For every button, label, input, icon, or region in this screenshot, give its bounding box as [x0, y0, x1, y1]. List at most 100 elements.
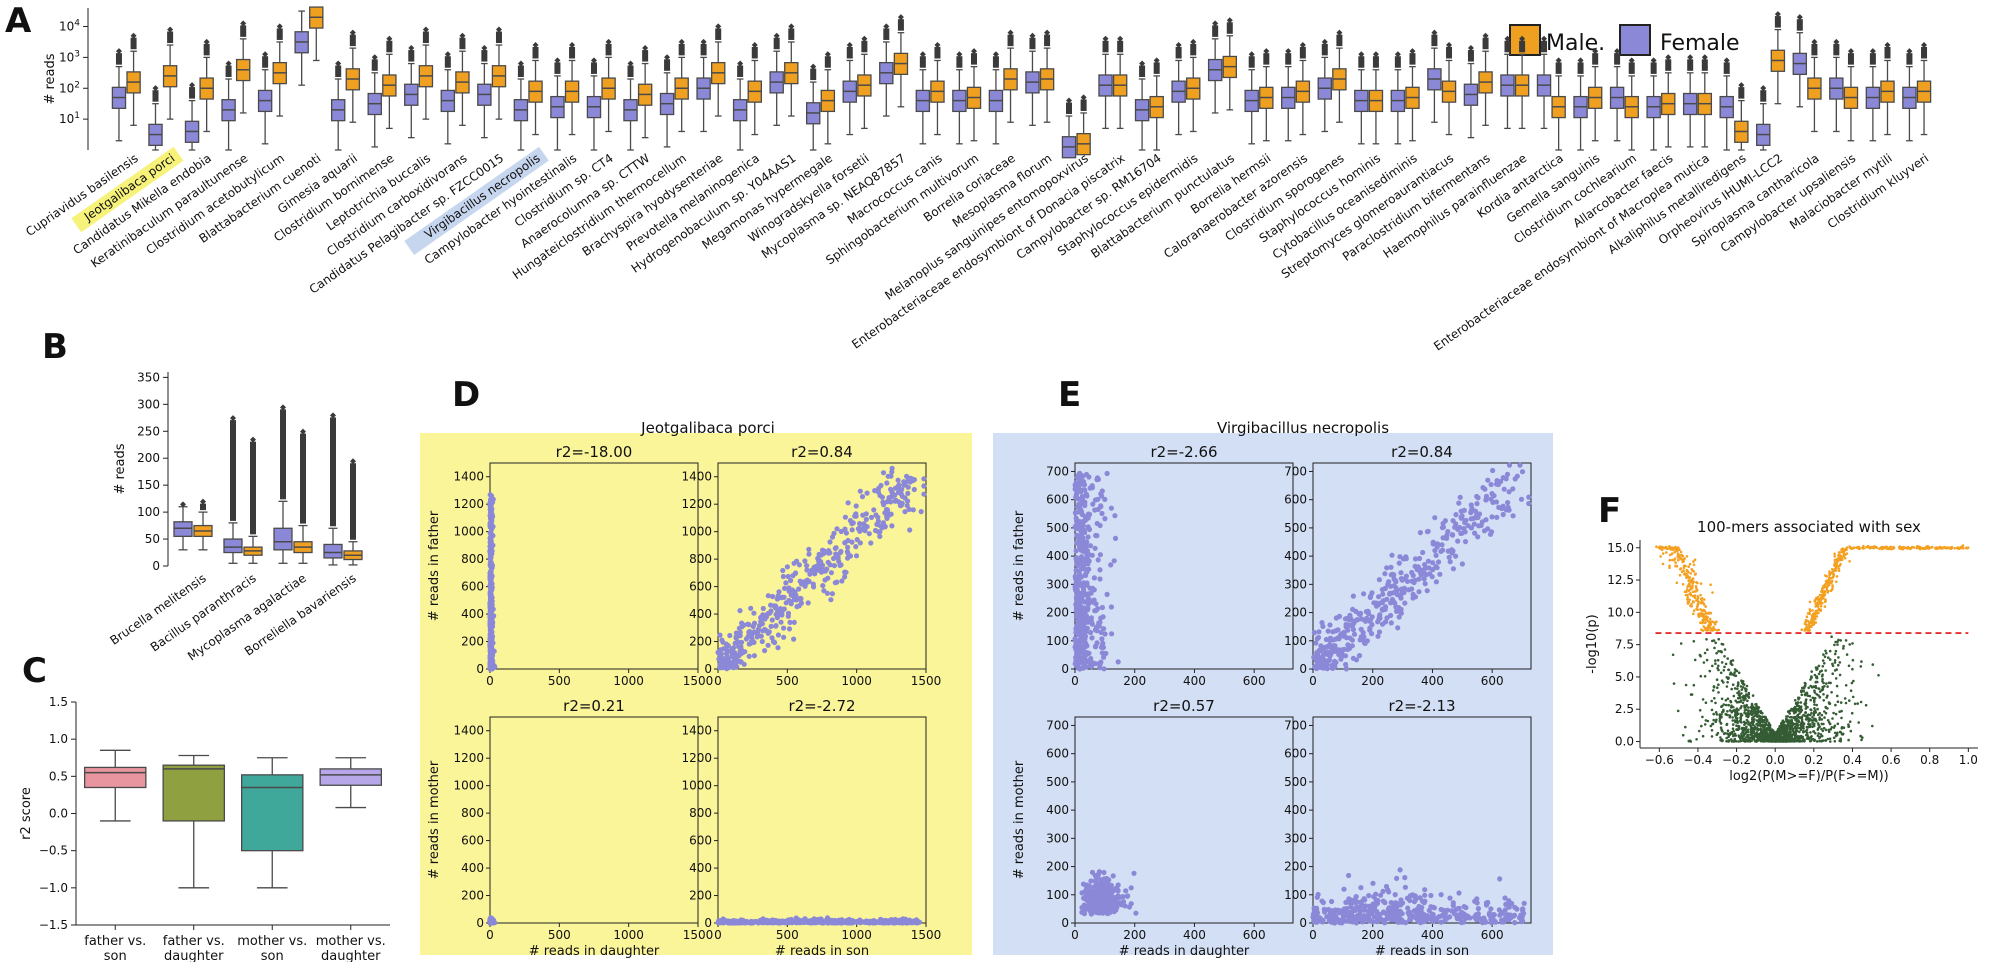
- e-point: [1073, 613, 1079, 620]
- e-point: [1504, 901, 1510, 907]
- d-point: [822, 577, 828, 583]
- e-point: [1073, 515, 1079, 521]
- d-subplot-title: r2=0.84: [791, 443, 853, 461]
- b-y-tick-label: 150: [137, 478, 160, 492]
- a-female-outlier-top: [919, 51, 926, 58]
- f-point-ns: [1842, 647, 1845, 650]
- e-point: [1101, 666, 1107, 672]
- a-male-outlier-top: [1446, 41, 1453, 48]
- a-male-outlier-stack: [1628, 62, 1635, 74]
- a-female-outlier-top: [152, 85, 159, 92]
- d-point: [768, 623, 774, 630]
- d-point: [831, 530, 837, 537]
- d-point: [764, 918, 770, 924]
- d-point: [723, 641, 730, 647]
- f-point-ns: [1722, 669, 1726, 672]
- a-female-outlier-top: [115, 48, 122, 55]
- a-male-outlier-stack: [1701, 59, 1708, 71]
- e-point: [1380, 898, 1386, 904]
- d-subplot: r2=-18.00 0 200 400 600 800 1000 1200 1400 0 500 10…: [427, 443, 713, 688]
- a-y-label: # reads: [43, 53, 58, 104]
- d-point: [905, 484, 911, 490]
- d-point: [871, 507, 877, 513]
- a-female-outlier-top: [1796, 14, 1803, 21]
- d-point: [833, 551, 839, 557]
- a-male-outlier-top: [1409, 48, 1416, 55]
- e-point: [1440, 913, 1446, 919]
- d-point: [849, 527, 855, 533]
- a-male-outlier-top: [495, 26, 502, 33]
- a-male-outlier-stack: [788, 28, 795, 40]
- a-male-outlier-top: [1117, 35, 1124, 42]
- e-point: [1327, 622, 1333, 628]
- e-point: [1313, 640, 1319, 646]
- a-female-outlier-stack: [225, 65, 232, 77]
- a-male-outlier-stack: [605, 43, 612, 56]
- e-point: [1087, 585, 1093, 591]
- e-point: [1350, 916, 1356, 922]
- d-point: [884, 499, 890, 505]
- e-point: [1099, 510, 1105, 517]
- a-female-outlier-stack: [1102, 40, 1109, 53]
- e-point: [1428, 892, 1434, 899]
- e-point: [1415, 565, 1421, 572]
- e-point: [1367, 617, 1374, 623]
- d-point: [769, 635, 775, 641]
- a-male-outlier-top: [715, 23, 722, 30]
- a-male-outlier-stack: [130, 37, 137, 50]
- e-point: [1073, 526, 1079, 532]
- e-y-tick-label: 300: [1284, 577, 1307, 591]
- e-point: [1421, 570, 1427, 576]
- e-point: [1385, 582, 1391, 588]
- e-point: [1417, 530, 1423, 536]
- e-point: [1095, 557, 1101, 563]
- a-male-outlier-top: [788, 23, 795, 30]
- a-male-outlier-top: [459, 32, 466, 39]
- e-point: [1351, 907, 1357, 913]
- a-female-outlier-stack: [1687, 59, 1694, 71]
- e-point: [1490, 467, 1496, 474]
- e-point: [1092, 545, 1098, 551]
- e-point: [1472, 530, 1478, 536]
- d-point: [488, 658, 494, 664]
- d-point: [717, 647, 724, 653]
- e-point: [1386, 912, 1392, 918]
- e-point: [1325, 628, 1331, 634]
- a-female-outlier-stack: [481, 50, 488, 62]
- d-x-label: # reads in daughter: [529, 944, 660, 959]
- e-point: [1398, 570, 1404, 576]
- d-point: [734, 664, 740, 670]
- e-point: [1481, 528, 1488, 534]
- f-point-ns: [1732, 694, 1736, 698]
- a-male-outlier-stack: [203, 43, 210, 56]
- a-female-outlier-top: [371, 54, 378, 61]
- f-point-ns: [1727, 703, 1730, 707]
- d-point: [872, 919, 878, 925]
- legend-female-label: Female: [1660, 31, 1740, 56]
- e-point: [1499, 919, 1505, 925]
- d-point: [886, 495, 892, 501]
- a-female-outlier-top: [737, 60, 744, 67]
- d-point: [842, 526, 848, 532]
- a-male-outlier-stack: [1190, 43, 1197, 56]
- a-male-outlier-top: [1482, 32, 1489, 39]
- e-point: [1086, 526, 1093, 533]
- e-point: [1078, 594, 1084, 601]
- f-point-ns: [1730, 687, 1733, 691]
- e-point: [1514, 906, 1520, 912]
- e-point: [1095, 606, 1101, 612]
- a-highlight: [404, 146, 549, 255]
- a-male-outlier-stack: [1811, 43, 1818, 56]
- e-point: [1517, 462, 1523, 468]
- f-point-ns: [1741, 701, 1745, 705]
- e-point: [1346, 872, 1352, 879]
- d-point: [829, 591, 836, 597]
- e-point: [1468, 516, 1474, 522]
- e-point: [1072, 510, 1078, 516]
- a-female-outlier-stack: [189, 87, 196, 99]
- a-female-outlier-stack: [371, 59, 378, 71]
- d-point: [892, 485, 899, 491]
- a-male-outlier-top: [605, 38, 612, 45]
- a-male-outlier-stack: [1519, 40, 1526, 53]
